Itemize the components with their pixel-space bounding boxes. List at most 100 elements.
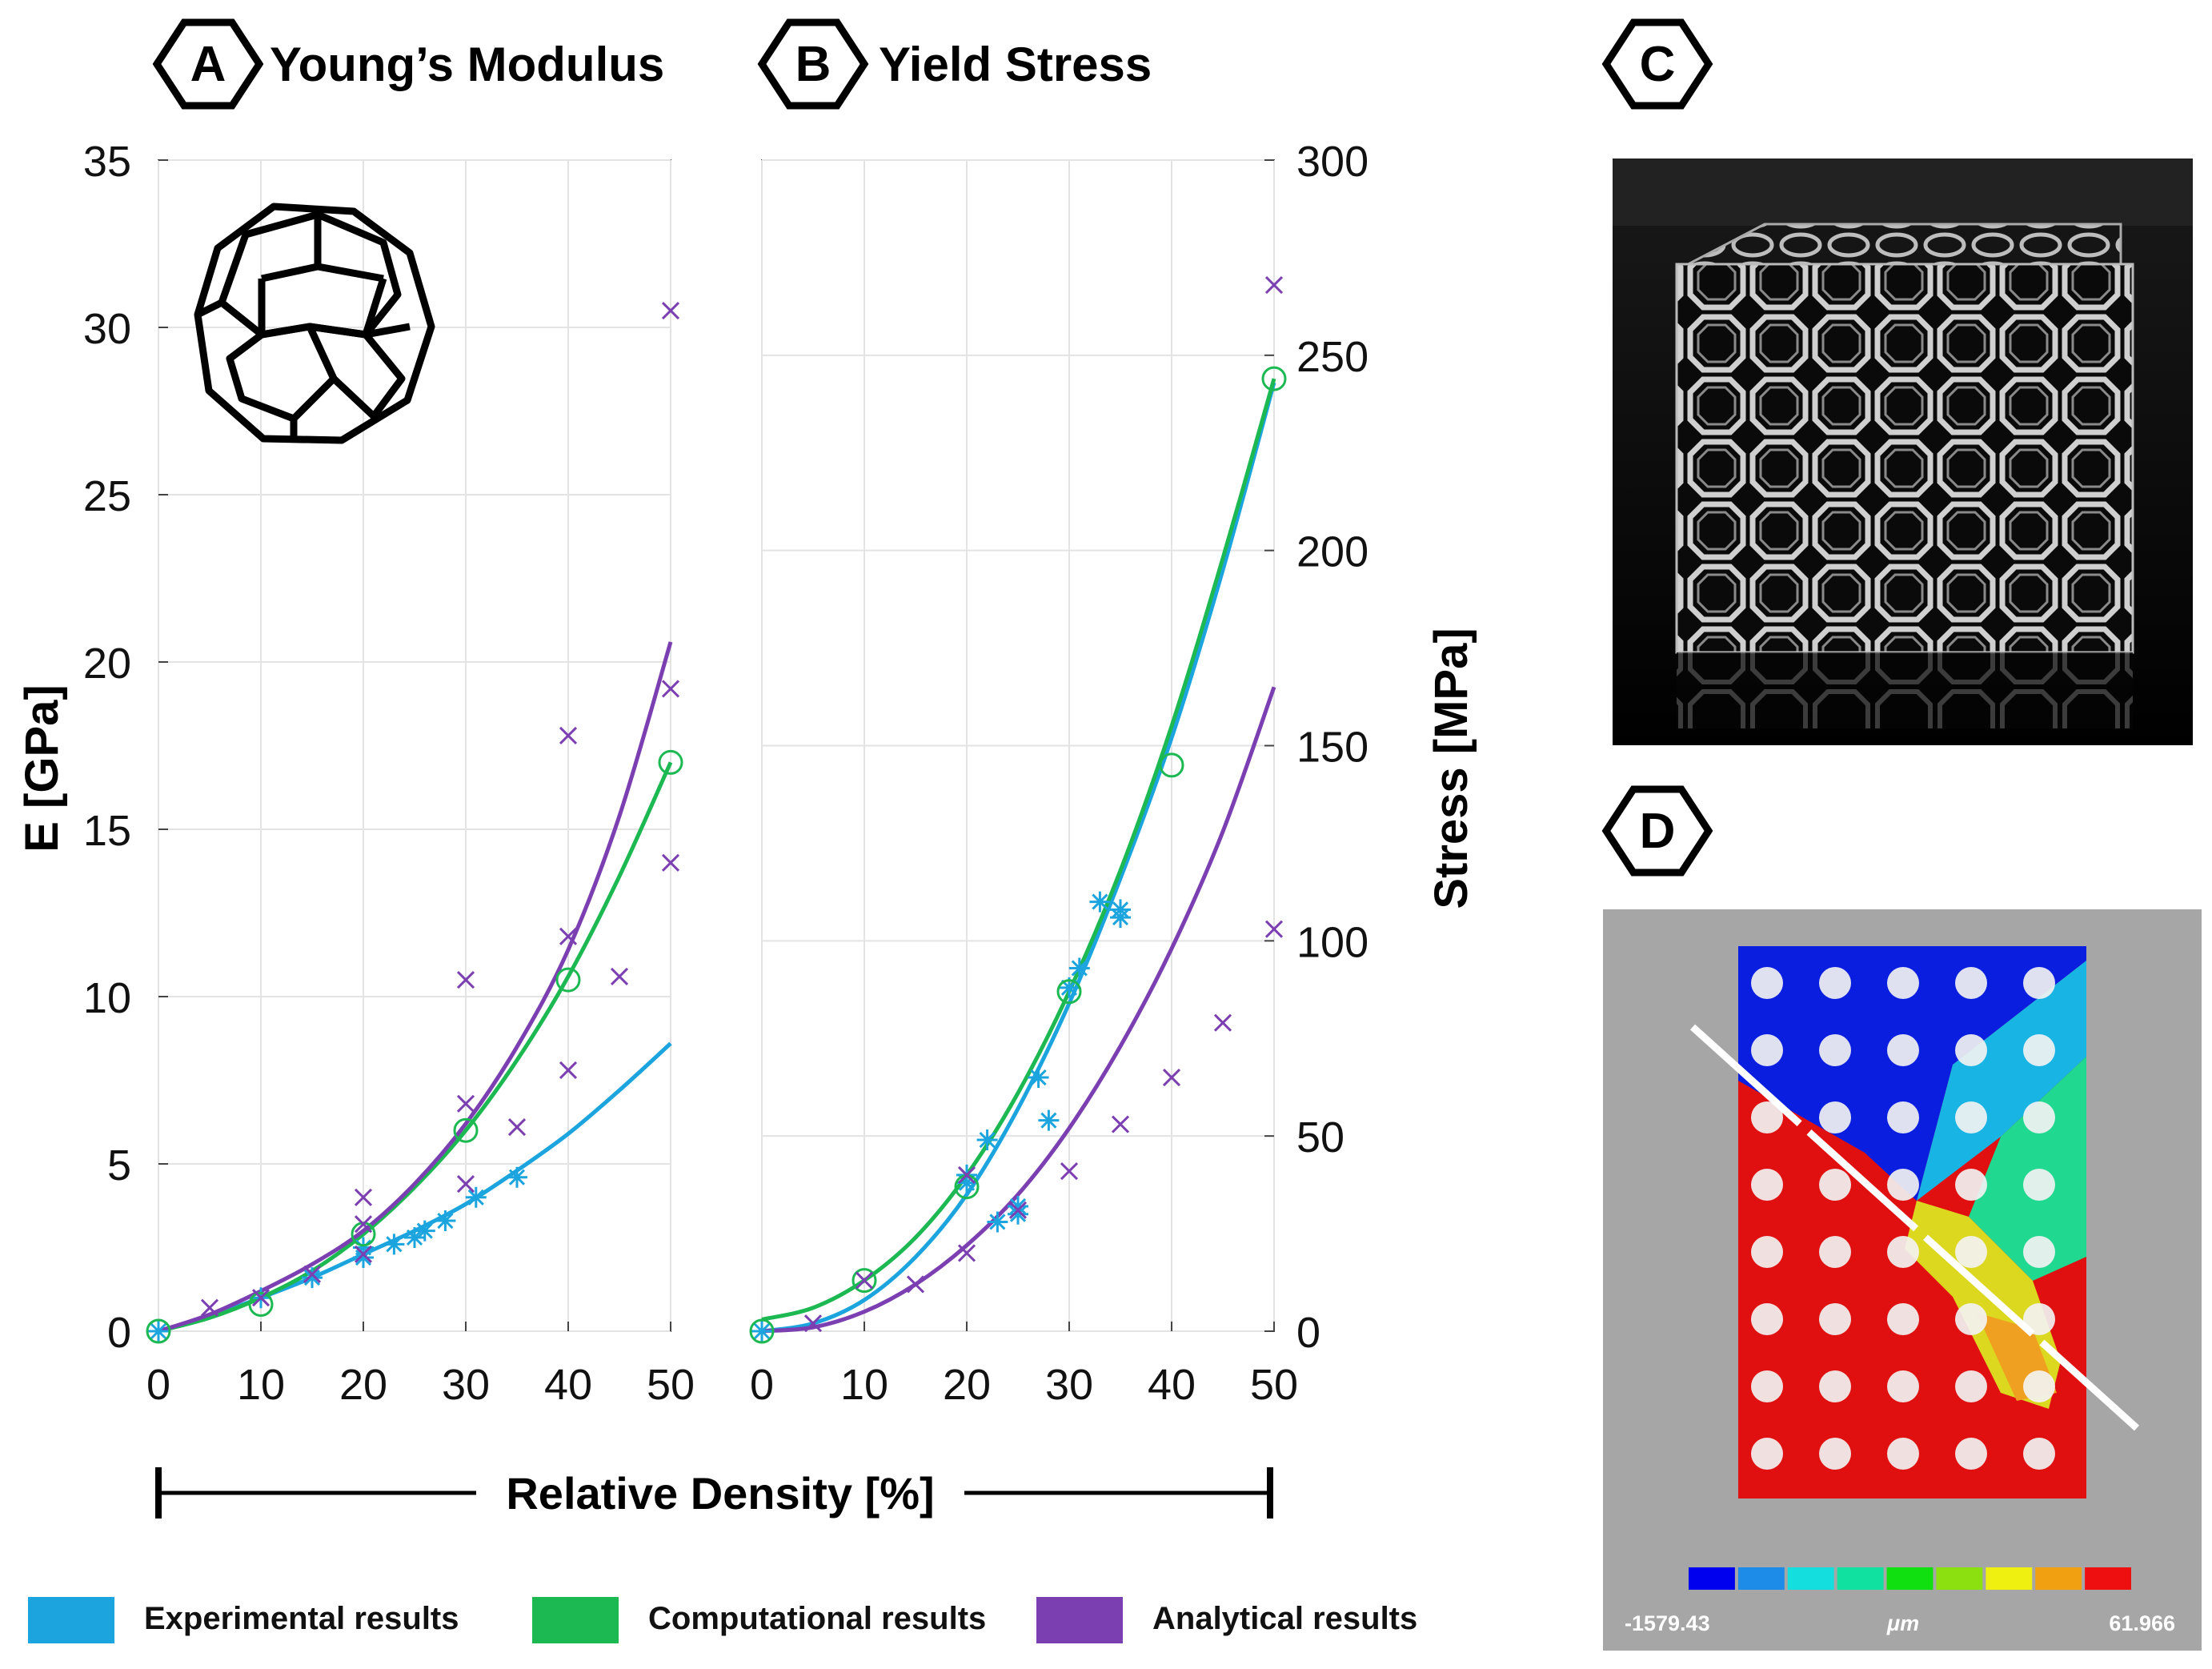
chart-a-point-experimental: [414, 1220, 435, 1242]
chart-b-point-analytical: [1111, 1115, 1130, 1133]
chart-b-fit-line-analytical: [761, 686, 1276, 1334]
chart-a-point-experimental: [435, 1210, 456, 1232]
chart-a-point-analytical: [559, 1061, 578, 1080]
chart-b-x-tick-label: 50: [1250, 1361, 1298, 1409]
fem-lattice-hole: [2023, 1101, 2055, 1133]
chart-b-y-tick-label: 300: [1296, 138, 1368, 186]
chart-a-y-tick-label: 5: [107, 1141, 131, 1190]
chart-a-point-analytical: [610, 967, 629, 985]
chart-a-x-tick-label: 10: [237, 1361, 285, 1409]
fem-lattice-hole: [1887, 1169, 1919, 1201]
legend: Experimental results Computational resul…: [28, 1597, 1417, 1643]
panel-b-title: Yield Stress: [879, 38, 1152, 91]
fem-lattice-hole: [1751, 967, 1783, 999]
chart-a-point-analytical: [200, 1298, 219, 1317]
chart-a-x-ticks: 0 10 20 30 40 50: [146, 1322, 695, 1409]
fem-lattice-hole: [1887, 1438, 1919, 1470]
fem-lattice-hole: [1819, 1303, 1851, 1335]
chart-a-point-analytical: [354, 1188, 373, 1206]
legend-label-experimental: Experimental results: [144, 1601, 459, 1636]
legend-label-analytical: Analytical results: [1152, 1601, 1417, 1636]
legend-swatch-experimental: [28, 1597, 114, 1643]
colorbar-swatch: [2035, 1567, 2082, 1590]
chart-a-point-analytical: [661, 680, 680, 698]
chart-b-point-analytical: [1213, 1013, 1232, 1032]
chart-b-point-experimental: [751, 1321, 772, 1342]
chart-b-point-analytical: [1008, 1201, 1028, 1219]
panel-b-letter: B: [795, 37, 832, 92]
fem-lattice-hole: [1751, 1438, 1783, 1470]
chart-a-y-axis-label: E [GPa]: [16, 684, 68, 853]
fem-lattice-hole: [2023, 1438, 2055, 1470]
chart-b-x-tick-label: 30: [1045, 1361, 1093, 1409]
chart-b-point-computational: [1261, 366, 1287, 391]
photo-backdrop-band: [1613, 158, 2193, 226]
fem-lattice-hole: [1887, 967, 1919, 999]
fem-lattice-hole: [1751, 1236, 1783, 1268]
fem-lattice-hole: [1887, 1236, 1919, 1268]
fem-lattice-hole: [1819, 967, 1851, 999]
fem-lattice-hole: [1887, 1303, 1919, 1335]
chart-b-y-tick-label: 200: [1296, 528, 1368, 576]
chart-b-x-tick-label: 10: [840, 1361, 888, 1409]
chart-b-point-analytical: [1162, 1068, 1181, 1087]
chart-a-point-analytical: [456, 1094, 475, 1113]
fem-lattice-hole: [1887, 1101, 1919, 1133]
chart-b-point-analytical: [1264, 920, 1284, 938]
chart-a-point-analytical: [559, 726, 578, 745]
colorbar-swatch: [1689, 1567, 1735, 1590]
chart-a-x-tick-label: 20: [339, 1361, 387, 1409]
chart-a-point-computational: [248, 1292, 274, 1318]
chart-b-point-analytical: [906, 1275, 925, 1294]
chart-a-y-tick-label: 25: [83, 472, 131, 520]
shared-x-axis-bracket: Relative Density [%]: [155, 1467, 1273, 1519]
panel-b-header: B Yield Stress: [757, 18, 1152, 110]
fem-lattice-hole: [1819, 1101, 1851, 1133]
fem-lattice-hole: [2023, 1370, 2055, 1402]
fem-lattice-hole: [1955, 1370, 1987, 1402]
chart-a-x-tick-label: 40: [544, 1361, 592, 1409]
fem-lattice-hole: [1751, 1370, 1783, 1402]
chart-a-grid: [158, 159, 671, 1332]
fem-lattice-hole: [1819, 1034, 1851, 1066]
chart-a-point-experimental: [148, 1321, 169, 1342]
chart-a-point-computational: [453, 1117, 479, 1143]
chart-b-point-experimental: [1008, 1195, 1028, 1217]
panel-a-title: Young’s Modulus: [270, 38, 664, 91]
chart-b-point-experimental: [1110, 907, 1131, 929]
chart-b-point-analytical: [957, 1244, 976, 1262]
panel-a-header: A Young’s Modulus: [152, 18, 664, 110]
chart-a-plot-frame: [158, 159, 671, 1332]
chart-b-point-analytical: [957, 1165, 976, 1184]
fem-lattice-hole: [1955, 1169, 1987, 1201]
fem-lattice-hole: [1955, 1303, 1987, 1335]
chart-a-y-tick-label: 20: [83, 640, 131, 688]
fem-lattice-hole: [1955, 1034, 1987, 1066]
chart-a-point-experimental: [404, 1226, 425, 1248]
fem-lattice-hole: [2023, 1169, 2055, 1201]
panel-d-header: D: [1601, 785, 1713, 877]
fem-lattice-hole: [1751, 1101, 1783, 1133]
colorbar-unit-label: μm: [1886, 1611, 1919, 1635]
chart-b-point-experimental: [1028, 1067, 1049, 1089]
chart-a-point-computational: [146, 1318, 171, 1344]
chart-a-y-tick-label: 30: [83, 305, 131, 353]
chart-b-fit-line-experimental: [761, 382, 1276, 1334]
fem-lattice-hole: [2023, 1236, 2055, 1268]
truncated-octahedron-icon: [194, 203, 435, 444]
chart-a-x-tick-label: 30: [442, 1361, 490, 1409]
fem-lattice-hole: [2023, 967, 2055, 999]
chart-a-point-analytical: [559, 927, 578, 945]
chart-a-x-tick-label: 0: [146, 1361, 170, 1409]
fem-lattice-hole: [1751, 1169, 1783, 1201]
fem-lattice-hole: [1819, 1370, 1851, 1402]
chart-a-point-analytical: [456, 971, 475, 989]
colorbar-swatch: [1936, 1567, 1983, 1590]
chart-a-series: [146, 302, 683, 1344]
fem-lattice-hole: [1751, 1034, 1783, 1066]
panel-c-header: C: [1601, 18, 1713, 110]
lattice-cube-reflection: [1677, 652, 2133, 728]
chart-b-point-experimental: [1068, 957, 1090, 979]
